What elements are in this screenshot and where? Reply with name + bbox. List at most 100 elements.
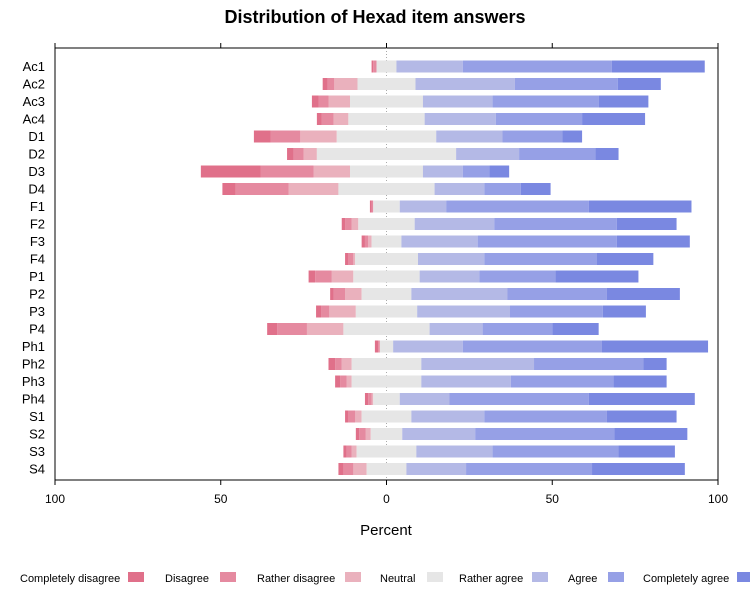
- bar-s4-completely-disagree: [338, 463, 344, 475]
- bar-ph4-completely-agree: [588, 393, 695, 405]
- bar-ac4-disagree: [321, 113, 334, 125]
- bar-ac2-disagree: [327, 78, 335, 90]
- category-label-ac2: Ac2: [23, 77, 45, 92]
- category-label-p3: P3: [29, 304, 45, 319]
- bar-ac3-completely-disagree: [311, 95, 319, 108]
- bar-ac1-rather-agree: [396, 60, 463, 73]
- bar-s3-rather-agree: [416, 445, 493, 458]
- x-axis-label: Percent: [360, 522, 413, 539]
- bar-p4-completely-agree: [552, 323, 599, 335]
- bar-ac3-rather-disagree: [328, 95, 351, 108]
- bar-p1-rather-agree: [419, 270, 480, 283]
- bar-s2-agree: [475, 428, 615, 440]
- bar-ac4-completely-agree: [582, 113, 646, 125]
- bar-f2-neutral: [358, 218, 415, 230]
- bar-ph4-completely-disagree: [364, 393, 369, 405]
- legend-swatch-disagree: [220, 572, 236, 582]
- legend-swatch-rather-disagree: [345, 572, 361, 582]
- bar-f3-neutral: [371, 235, 402, 248]
- bar-f4-completely-disagree: [345, 253, 349, 265]
- bar-p3-neutral: [355, 305, 418, 318]
- category-label-p1: P1: [29, 269, 45, 284]
- bar-s2-completely-disagree: [355, 428, 360, 440]
- bar-d4-agree: [484, 183, 521, 195]
- bar-p4-rather-agree: [429, 323, 483, 335]
- bar-d4-rather-agree: [434, 183, 485, 195]
- bar-ph2-agree: [534, 358, 644, 370]
- category-label-ph3: Ph3: [22, 374, 45, 389]
- bar-ph1-neutral: [379, 340, 394, 353]
- bar-f2-disagree: [345, 218, 352, 230]
- legend: Completely disagree Disagree Rather disagr…: [20, 572, 750, 585]
- legend-label-neutral: Neutral: [380, 573, 415, 585]
- bar-f3-disagree: [364, 235, 369, 248]
- bar-ph3-completely-agree: [613, 375, 667, 388]
- x-tick-label: 50: [546, 492, 560, 506]
- bar-d1-completely-agree: [562, 130, 583, 143]
- x-tick-label: 100: [45, 492, 65, 506]
- category-label-ph1: Ph1: [22, 339, 45, 354]
- bar-d2-completely-disagree: [287, 148, 294, 160]
- bar-ph2-rather-agree: [421, 358, 535, 370]
- x-tick-label: 0: [383, 492, 390, 506]
- bar-p2-rather-agree: [411, 288, 508, 300]
- bar-ac2-agree: [514, 78, 618, 90]
- category-label-d3: D3: [28, 164, 45, 179]
- legend-label-disagree: Disagree: [165, 573, 209, 585]
- bar-ac4-rather-disagree: [333, 113, 349, 125]
- bar-d3-rather-agree: [422, 165, 463, 178]
- bar-p2-completely-disagree: [330, 288, 334, 300]
- bar-ph2-disagree: [335, 358, 342, 370]
- bar-d3-agree: [462, 165, 490, 178]
- category-label-d1: D1: [28, 129, 45, 144]
- bar-f1-completely-agree: [588, 200, 692, 213]
- category-label-s4: S4: [29, 462, 45, 477]
- bar-ph4-rather-agree: [399, 393, 450, 405]
- bar-s4-disagree: [343, 463, 354, 475]
- bar-p2-completely-agree: [606, 288, 680, 300]
- bar-s1-rather-agree: [411, 410, 485, 423]
- bar-d3-rather-disagree: [313, 165, 351, 178]
- bar-d2-agree: [519, 148, 596, 160]
- bar-ph4-disagree: [368, 393, 372, 405]
- bar-p2-disagree: [333, 288, 346, 300]
- bar-f4-agree: [484, 253, 598, 265]
- bar-f3-rather-disagree: [368, 235, 372, 248]
- category-label-f3: F3: [30, 234, 45, 249]
- category-label-f2: F2: [30, 217, 45, 232]
- bar-d4-rather-disagree: [288, 183, 339, 195]
- bar-f1-rather-agree: [399, 200, 447, 213]
- category-label-s2: S2: [29, 427, 45, 442]
- bar-f2-completely-disagree: [341, 218, 346, 230]
- bar-s4-rather-agree: [406, 463, 467, 475]
- bar-ac2-completely-disagree: [322, 78, 328, 90]
- bar-f1-agree: [446, 200, 589, 213]
- x-tick-label: 50: [214, 492, 228, 506]
- bar-f3-rather-agree: [401, 235, 478, 248]
- bar-p4-disagree: [277, 323, 307, 335]
- bar-p1-rather-disagree: [331, 270, 354, 283]
- bar-ac4-agree: [495, 113, 583, 125]
- bar-ph1-rather-agree: [393, 340, 463, 353]
- bar-p4-agree: [482, 323, 553, 335]
- bar-s3-completely-agree: [618, 445, 675, 458]
- bar-s2-completely-agree: [614, 428, 688, 440]
- bar-ph1-completely-agree: [601, 340, 709, 353]
- bar-group: [200, 60, 709, 475]
- bar-d1-agree: [502, 130, 563, 143]
- bar-ph4-agree: [449, 393, 589, 405]
- category-label-f4: F4: [30, 252, 45, 267]
- bar-ac2-neutral: [357, 78, 416, 90]
- bar-ph2-rather-disagree: [341, 358, 352, 370]
- bar-p2-rather-disagree: [345, 288, 362, 300]
- bar-ac4-neutral: [348, 113, 425, 125]
- bar-s3-disagree: [346, 445, 352, 458]
- bar-p1-completely-agree: [555, 270, 639, 283]
- bar-s2-neutral: [370, 428, 403, 440]
- bar-ph2-completely-disagree: [328, 358, 336, 370]
- bar-d3-neutral: [350, 165, 423, 178]
- bar-s4-neutral: [366, 463, 407, 475]
- bar-ph1-agree: [462, 340, 602, 353]
- bar-d3-completely-agree: [489, 165, 510, 178]
- bar-ac4-completely-disagree: [316, 113, 322, 125]
